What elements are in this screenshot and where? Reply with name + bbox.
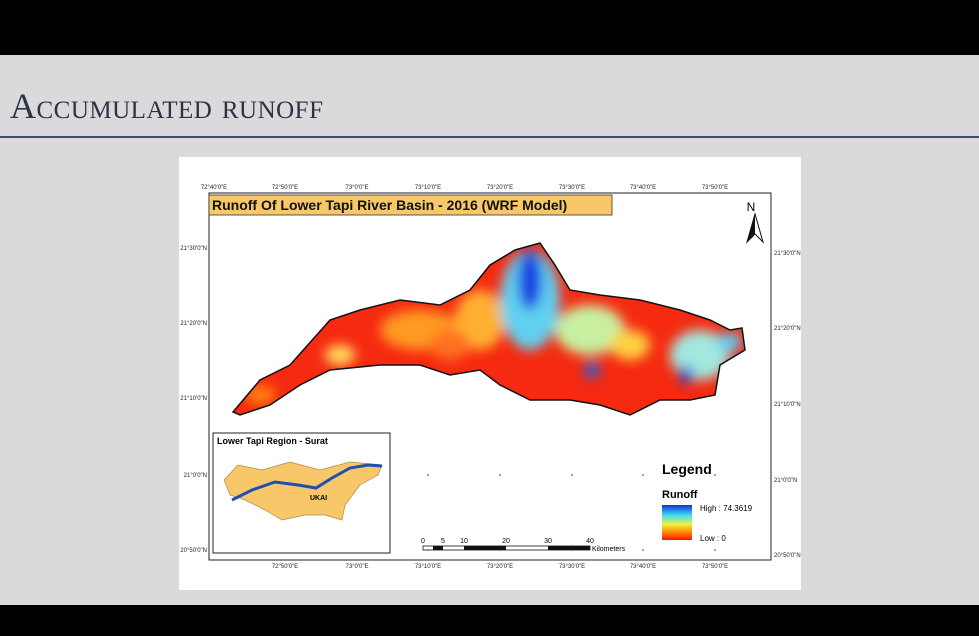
graticule-point	[571, 549, 573, 551]
inset-label: UKAI	[310, 495, 327, 502]
graticule-point	[714, 549, 716, 551]
inset-river	[231, 463, 383, 502]
longitude-label: 73°20'0"E	[487, 564, 513, 570]
longitude-label: 73°30'0"E	[559, 185, 585, 191]
north-arrow-half	[747, 214, 755, 242]
longitude-label: 73°40'0"E	[630, 564, 656, 570]
latitude-label: 21°30'0"N	[180, 246, 207, 252]
latitude-label: 21°0'0"N	[184, 473, 207, 479]
longitude-label: 72°50'0"E	[272, 185, 298, 191]
longitude-label: 73°10'0"E	[415, 185, 441, 191]
graticule-point	[571, 474, 573, 476]
legend-low: Low : 0	[700, 534, 726, 543]
latitude-label: 21°10'0"N	[180, 396, 207, 402]
longitude-label: 73°40'0"E	[630, 185, 656, 191]
graticule-point	[642, 549, 644, 551]
scale-label: 20	[502, 538, 510, 545]
scale-segment	[548, 546, 590, 550]
longitude-label: 72°50'0"E	[272, 564, 298, 570]
graticule-point	[499, 549, 501, 551]
latitude-label: 21°30'0"N	[774, 251, 801, 257]
legend-title: Legend	[662, 461, 712, 477]
latitude-label: 20°50'0"N	[774, 553, 801, 559]
longitude-label: 73°20'0"E	[487, 185, 513, 191]
longitude-label: 73°50'0"E	[702, 185, 728, 191]
scale-segment	[464, 546, 506, 550]
scale-label: 0	[421, 538, 425, 545]
map-title-box	[208, 194, 613, 216]
scale-label: 40	[586, 538, 594, 545]
inset-region	[223, 461, 383, 521]
legend-high: High : 74.3619	[700, 504, 753, 513]
graticule-point	[499, 474, 501, 476]
inset-title: Lower Tapi Region - Surat	[217, 436, 328, 446]
longitude-label: 72°40'0"E	[201, 185, 227, 191]
longitude-label: 73°10'0"E	[415, 564, 441, 570]
slide-title: Accumulated runoff	[10, 86, 324, 126]
graticule-point	[714, 474, 716, 476]
latitude-label: 21°0'0"N	[774, 478, 797, 484]
longitude-label: 73°50'0"E	[702, 564, 728, 570]
latitude-label: 21°20'0"N	[774, 326, 801, 332]
longitude-label: 73°0'0"E	[345, 564, 368, 570]
scale-label: 10	[460, 538, 468, 545]
map-title: Runoff Of Lower Tapi River Basin - 2016 …	[212, 197, 567, 213]
graticule-point	[642, 474, 644, 476]
legend-ramp	[662, 505, 692, 540]
latitude-label: 21°10'0"N	[774, 402, 801, 408]
scale-unit: Kilometers	[592, 546, 626, 553]
scale-label: 5	[441, 538, 445, 545]
longitude-label: 73°0'0"E	[345, 185, 368, 191]
scale-label: 30	[544, 538, 552, 545]
north-label: N	[747, 200, 756, 214]
map-frame	[208, 192, 772, 561]
longitude-label: 73°30'0"E	[559, 564, 585, 570]
latitude-label: 20°50'0"N	[180, 548, 207, 554]
scale-segment	[433, 546, 443, 550]
legend-layer: Runoff	[662, 489, 698, 501]
graticule-point	[427, 549, 429, 551]
title-rule	[0, 136, 979, 138]
latitude-label: 21°20'0"N	[180, 321, 207, 327]
graticule-point	[427, 474, 429, 476]
